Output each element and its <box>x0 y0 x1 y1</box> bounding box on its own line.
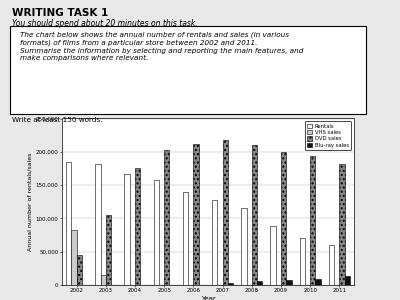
Bar <box>241 208 246 285</box>
Bar <box>95 164 100 285</box>
Bar <box>345 276 350 285</box>
Bar <box>310 157 316 285</box>
Bar <box>154 180 159 285</box>
Bar <box>339 164 345 285</box>
Bar <box>164 150 170 285</box>
Bar <box>329 245 334 285</box>
Bar <box>66 162 71 285</box>
Text: make comparisons where relevant.: make comparisons where relevant. <box>20 55 148 61</box>
Bar <box>300 238 305 285</box>
Text: WRITING TASK 1: WRITING TASK 1 <box>12 8 108 17</box>
Bar <box>286 280 292 285</box>
Bar <box>228 283 233 285</box>
Text: You should spend about 20 minutes on this task.: You should spend about 20 minutes on thi… <box>12 20 198 28</box>
Text: formats) of films from a particular store between 2002 and 2011.: formats) of films from a particular stor… <box>20 39 257 46</box>
Bar <box>100 275 106 285</box>
Text: Summarise the information by selecting and reporting the main features, and: Summarise the information by selecting a… <box>20 48 303 54</box>
Text: The chart below shows the annual number of rentals and sales (in various: The chart below shows the annual number … <box>20 32 289 38</box>
Bar <box>270 226 276 285</box>
Bar <box>71 230 77 285</box>
Y-axis label: Annual number of rentals/sales: Annual number of rentals/sales <box>28 153 33 251</box>
Bar <box>257 281 262 285</box>
Bar <box>222 140 228 285</box>
Bar <box>252 145 257 285</box>
Bar <box>212 200 217 285</box>
Text: Write at least 150 words.: Write at least 150 words. <box>12 117 102 123</box>
Bar <box>316 279 321 285</box>
Bar <box>106 215 111 285</box>
Bar <box>183 192 188 285</box>
Legend: Rentals, VHS sales, DVD sales, Blu-ray sales: Rentals, VHS sales, DVD sales, Blu-ray s… <box>304 121 351 150</box>
Bar <box>135 168 140 285</box>
X-axis label: Year: Year <box>201 296 215 300</box>
Bar <box>194 144 199 285</box>
Bar <box>281 152 286 285</box>
Bar <box>124 174 130 285</box>
Bar <box>77 255 82 285</box>
